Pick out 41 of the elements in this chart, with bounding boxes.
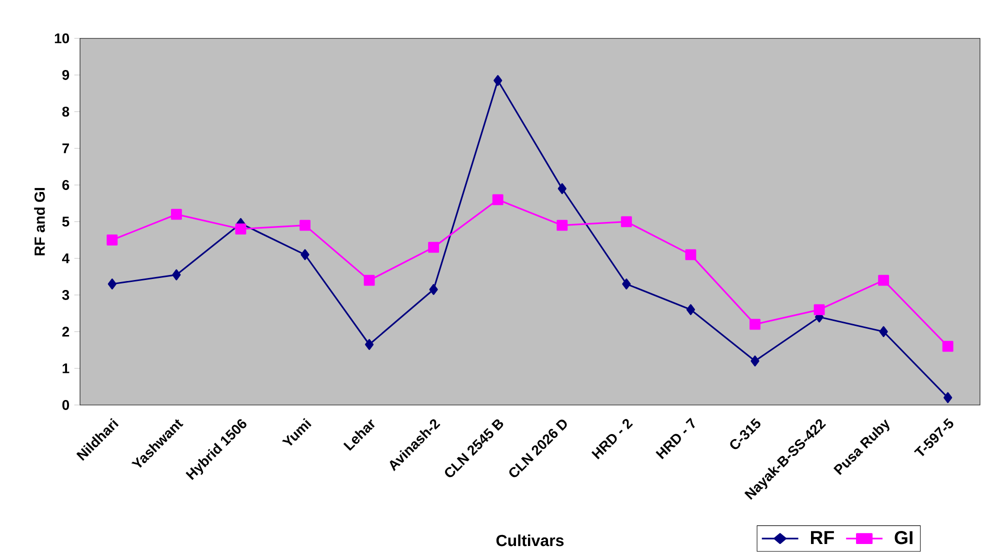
point [620, 216, 632, 228]
point [106, 234, 118, 246]
point [686, 304, 696, 316]
point [172, 269, 181, 280]
y-tick-label: 8 [62, 106, 70, 117]
point [622, 278, 631, 290]
point [750, 318, 760, 330]
point [300, 249, 310, 260]
y-tick-label: 0 [62, 400, 70, 410]
point [364, 339, 374, 350]
point [170, 208, 182, 220]
y-tick-label: 7 [62, 144, 69, 154]
point [878, 274, 890, 286]
point [685, 249, 696, 260]
legend-label: RF [811, 531, 834, 544]
point [558, 183, 566, 194]
point [300, 220, 310, 231]
point [429, 284, 438, 295]
y-tick-label: 1 [62, 364, 70, 374]
point [942, 340, 954, 352]
point [944, 392, 952, 404]
y-tick-label: 9 [62, 70, 70, 80]
point [556, 220, 568, 231]
point [235, 224, 246, 234]
y-tick-label: 10 [54, 33, 70, 44]
legend-label: GI [894, 531, 912, 544]
y-tick-label: 2 [62, 326, 70, 337]
point [750, 356, 760, 366]
point [814, 304, 825, 316]
point [879, 326, 888, 338]
point [428, 242, 440, 253]
x-axis-title: Cultivars [496, 534, 564, 546]
point [492, 194, 504, 206]
y-tick-label: 4 [62, 254, 70, 264]
y-axis-title: RF and GI [34, 188, 45, 256]
point [494, 75, 502, 86]
y-tick-label: 5 [62, 216, 70, 227]
point [364, 274, 375, 286]
point [108, 278, 116, 290]
y-tick-label: 6 [62, 180, 70, 190]
y-tick-label: 3 [62, 290, 70, 300]
